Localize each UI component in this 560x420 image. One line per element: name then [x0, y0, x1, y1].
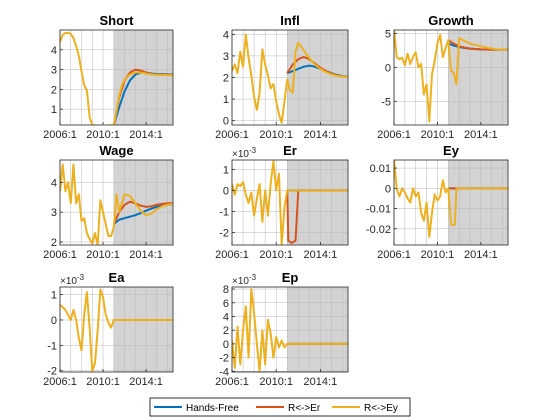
panel-er: -2 -1 0 1 2006:1 2010:1 2014:1 Er ×10-3 — [215, 143, 348, 261]
legend-label-hands-free: Hands-Free — [186, 403, 239, 414]
x-tick-label: 2014:1 — [129, 249, 163, 261]
y-tick-label: 0.01 — [370, 163, 391, 175]
exponent-label: ×10-3 — [232, 273, 257, 287]
y-tick-label: 2 — [223, 73, 229, 85]
panel-ep: -4-2 0 2 46 8 2006:1 2010:1 2014:1 Ep ×10-3 — [215, 270, 348, 388]
panel-title-ea: Ea — [109, 270, 126, 285]
y-tick-label: 1 — [223, 94, 229, 106]
panel-title-ep: Ep — [282, 270, 299, 285]
y-tick-label: 6 — [223, 298, 229, 310]
shaded-region — [448, 160, 508, 245]
exponent-label: ×10-3 — [60, 273, 85, 287]
y-tick-label: 2 — [51, 84, 57, 96]
y-tick-label: -1 — [47, 340, 57, 352]
y-tick-label: 2 — [51, 237, 57, 249]
x-tick-label: 2010:1 — [421, 249, 455, 261]
x-tick-label: 2010:1 — [259, 376, 293, 388]
y-tick-label: 4 — [223, 29, 229, 41]
y-tick-label: 1 — [51, 104, 57, 116]
panel-title-wage: Wage — [99, 143, 133, 158]
y-tick-label: -0.01 — [366, 204, 391, 216]
panel-title-growth: Growth — [428, 13, 474, 28]
shaded-region — [287, 287, 348, 372]
exponent-label: ×10-3 — [232, 146, 257, 160]
x-tick-label: 2006:1 — [215, 249, 249, 261]
y-tick-label: 1 — [223, 164, 229, 176]
x-tick-label: 2010:1 — [86, 249, 120, 261]
legend: Hands-Free R<->Er R<->Ey — [150, 398, 410, 416]
x-tick-label: 2014:1 — [464, 249, 498, 261]
x-tick-label: 2014:1 — [129, 129, 163, 141]
x-tick-label: 2014:1 — [129, 376, 163, 388]
x-tick-label: 2014:1 — [304, 376, 338, 388]
y-tick-label: 4 — [51, 177, 57, 189]
x-tick-label: 2006:1 — [377, 129, 411, 141]
panel-wage: 2 3 4 2006:1 2010:1 2014:1 Wage — [43, 143, 173, 261]
x-tick-label: 2006:1 — [377, 249, 411, 261]
x-tick-label: 2014:1 — [304, 129, 338, 141]
panel-title-short: Short — [100, 13, 135, 28]
x-tick-label: 2010:1 — [421, 129, 455, 141]
y-tick-label: 8 — [223, 284, 229, 296]
shaded-region — [114, 30, 173, 125]
y-tick-label: 0 — [385, 183, 391, 195]
x-tick-label: 2006:1 — [215, 376, 249, 388]
y-tick-label: 0 — [223, 116, 229, 128]
x-tick-label: 2010:1 — [259, 129, 293, 141]
x-tick-label: 2014:1 — [464, 129, 498, 141]
panel-growth: -5 0 5 2006:1 2010:1 2014:1 Growth — [377, 13, 508, 141]
legend-label-r-er: R<->Er — [288, 403, 321, 414]
y-tick-label: 0 — [223, 339, 229, 351]
y-tick-label: 3 — [51, 65, 57, 77]
shaded-region — [114, 287, 173, 372]
y-tick-label: 4 — [51, 45, 57, 57]
y-tick-label: -0.02 — [366, 224, 391, 236]
y-tick-label: 3 — [51, 207, 57, 219]
y-tick-label: -1 — [219, 206, 229, 218]
x-tick-label: 2010:1 — [259, 249, 293, 261]
x-tick-label: 2006:1 — [43, 249, 77, 261]
x-tick-label: 2006:1 — [43, 376, 77, 388]
y-tick-label: -2 — [219, 227, 229, 239]
y-tick-label: 0 — [51, 315, 57, 327]
y-tick-label: 0 — [223, 185, 229, 197]
panel-title-infl: Infl — [280, 13, 300, 28]
x-tick-label: 2014:1 — [304, 249, 338, 261]
y-tick-label: 0 — [385, 62, 391, 74]
y-tick-label: -5 — [381, 96, 391, 108]
x-tick-label: 2010:1 — [86, 376, 120, 388]
panel-short: 1 2 3 4 2006:1 2010:1 2014:1 Short — [43, 13, 173, 141]
y-tick-label: 1 — [51, 290, 57, 302]
legend-label-r-ey: R<->Ey — [364, 403, 398, 414]
y-tick-label: -2 — [219, 353, 229, 365]
panel-ey: -0.02 -0.01 0 0.01 2006:1 2010:1 2014:1 Ey — [366, 143, 508, 261]
x-tick-label: 2006:1 — [215, 129, 249, 141]
y-tick-label: 2 — [223, 325, 229, 337]
panel-ea: -2 -1 0 1 2006:1 2010:1 2014:1 Ea ×10-3 — [43, 270, 173, 388]
panel-title-er: Er — [283, 143, 297, 158]
x-tick-label: 2010:1 — [86, 129, 120, 141]
x-tick-label: 2006:1 — [43, 129, 77, 141]
y-tick-label: 4 — [223, 311, 229, 323]
panel-infl: 0 1 2 3 4 2006:1 2010:1 2014:1 Infl — [215, 13, 348, 141]
y-tick-label: 5 — [385, 28, 391, 40]
y-tick-label: 3 — [223, 51, 229, 63]
panel-title-ey: Ey — [443, 143, 460, 158]
